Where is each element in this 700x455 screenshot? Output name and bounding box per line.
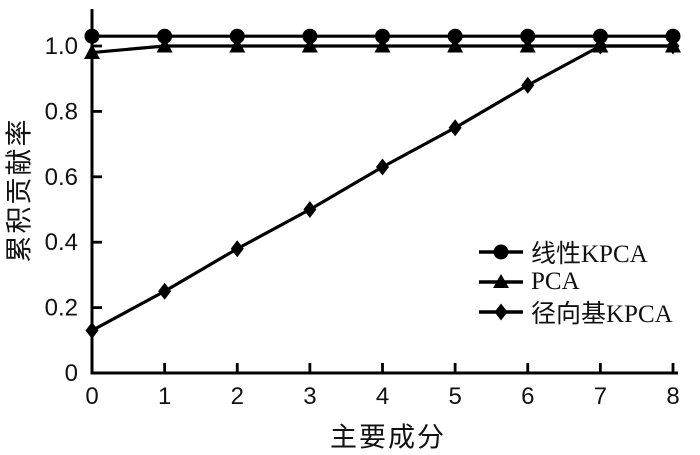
- y-tick-label: 0.4: [45, 229, 78, 256]
- series-triangle: [84, 37, 681, 60]
- diamond-marker-icon: [479, 303, 523, 321]
- y-tick-label: 0.6: [45, 164, 78, 191]
- x-tick-label: 4: [376, 383, 389, 410]
- legend-label-pca: PCA: [531, 268, 580, 295]
- legend-item-pca: PCA: [478, 267, 673, 297]
- x-axis-ticks: 0 1 2 3 4 5 6 7 8: [85, 363, 680, 410]
- x-tick-label: 5: [448, 383, 461, 410]
- legend-item-rbf-kpca: 径向基KPCA: [478, 297, 673, 328]
- x-tick-label: 6: [521, 383, 534, 410]
- y-axis-title: 累积贡献率: [4, 117, 35, 263]
- x-tick-label: 0: [85, 383, 98, 410]
- x-tick-label: 1: [158, 383, 171, 410]
- y-tick-label: 1.0: [45, 33, 78, 60]
- triangle-marker-icon: [479, 274, 523, 288]
- series-diamond: [85, 37, 680, 339]
- axes: [90, 9, 678, 375]
- y-axis-ticks: 0 0.2 0.4 0.6 0.8 1.0: [45, 33, 102, 387]
- y-tick-label: 0.2: [45, 295, 78, 322]
- x-tick-label: 2: [231, 383, 244, 410]
- circle-marker-icon: [479, 244, 523, 260]
- x-tick-label: 7: [594, 383, 607, 410]
- x-tick-label: 8: [666, 383, 679, 410]
- x-axis-title: 主要成分: [330, 422, 446, 453]
- series-circle: [84, 28, 681, 44]
- legend-item-linear-kpca: 线性KPCA: [478, 237, 673, 268]
- y-tick-label: 0: [65, 360, 78, 387]
- legend-label-linear-kpca: 线性KPCA: [531, 241, 648, 268]
- chart-legend: 线性KPCA PCA 径向基KPCA: [478, 237, 673, 328]
- y-tick-label: 0.8: [45, 98, 78, 125]
- legend-label-rbf-kpca: 径向基KPCA: [531, 301, 673, 328]
- x-tick-label: 3: [303, 383, 316, 410]
